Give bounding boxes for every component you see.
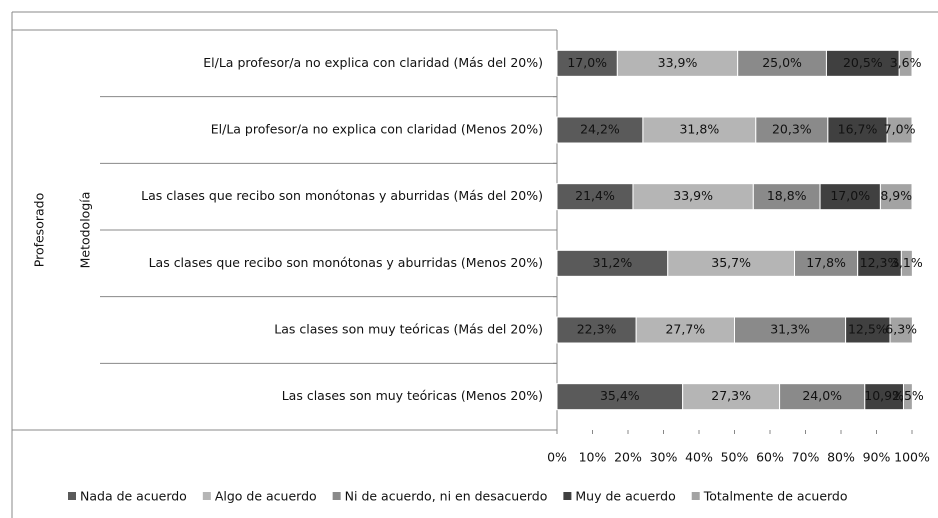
data-label: 35,7%	[711, 255, 751, 270]
legend-label: Totalmente de acuerdo	[703, 489, 848, 504]
category-label: El/La profesor/a no explica con claridad…	[203, 55, 543, 70]
data-label: 2,5%	[892, 388, 924, 403]
legend-label: Muy de acuerdo	[575, 489, 675, 504]
bar-segment	[864, 383, 904, 411]
x-tick-label: 80%	[827, 450, 855, 465]
data-label: 12,5%	[848, 322, 888, 337]
bar-segment	[879, 183, 913, 211]
bar-segment	[556, 383, 684, 411]
x-tick-label: 0%	[547, 450, 567, 465]
bar-segment	[902, 383, 913, 411]
x-tick-label: 30%	[650, 450, 678, 465]
data-label: 24,0%	[802, 388, 842, 403]
bar-segment	[682, 383, 781, 411]
data-label: 17,0%	[567, 55, 607, 70]
bar-segment	[779, 383, 866, 411]
bar-segment	[556, 183, 634, 211]
bar-segment	[556, 116, 644, 144]
bar-segment	[889, 316, 913, 344]
data-label: 33,9%	[673, 188, 713, 203]
legend-swatch	[68, 492, 76, 500]
category-label: Las clases que recibo son monótonas y ab…	[141, 188, 543, 203]
data-label: 17,8%	[806, 255, 846, 270]
category-label: El/La profesor/a no explica con claridad…	[211, 122, 543, 137]
data-label: 24,2%	[580, 122, 620, 137]
data-label: 6,3%	[885, 322, 917, 337]
x-tick-label: 60%	[756, 450, 784, 465]
bar-segment	[900, 249, 913, 277]
bar-segment	[635, 316, 735, 344]
bar-segment	[632, 183, 754, 211]
bar-segment	[556, 49, 618, 77]
x-tick-label: 40%	[685, 450, 713, 465]
data-label: 18,8%	[767, 188, 807, 203]
bar-segment	[845, 316, 891, 344]
bar-segment	[886, 116, 913, 144]
data-label: 8,9%	[880, 188, 912, 203]
legend-label: Algo de acuerdo	[215, 489, 317, 504]
x-tick-label: 100%	[894, 450, 930, 465]
bar-segment	[827, 116, 888, 144]
x-tick-label: 50%	[721, 450, 749, 465]
data-label: 20,3%	[772, 122, 812, 137]
legend-swatch	[332, 492, 341, 500]
category-label: Las clases que recibo son monótonas y ab…	[149, 255, 543, 270]
category-label: Las clases son muy teóricas (Menos 20%)	[282, 388, 543, 403]
x-tick-label: 20%	[614, 450, 642, 465]
x-tick-label: 70%	[792, 450, 820, 465]
bar-segment	[556, 249, 669, 277]
legend-swatch	[563, 492, 572, 500]
category-label: Las clases son muy teóricas (Más del 20%…	[274, 322, 543, 337]
data-label: 31,3%	[770, 322, 810, 337]
bar-segment	[667, 249, 795, 277]
legend-label: Ni de acuerdo, ni en desacuerdo	[345, 489, 548, 504]
data-label: 27,7%	[665, 322, 705, 337]
data-label: 25,0%	[762, 55, 802, 70]
data-label: 3,1%	[891, 255, 923, 270]
data-label: 16,7%	[838, 122, 878, 137]
data-label: 31,2%	[593, 255, 633, 270]
bar-segment	[752, 183, 821, 211]
legend-swatch	[691, 492, 700, 500]
data-label: 21,4%	[575, 188, 615, 203]
data-label: 31,8%	[679, 122, 719, 137]
group-label: Profesorado	[32, 193, 47, 267]
legend-swatch	[202, 492, 211, 500]
data-label: 22,3%	[577, 322, 617, 337]
data-label: 27,3%	[711, 388, 751, 403]
bar-segment	[793, 249, 859, 277]
x-tick-label: 90%	[863, 450, 891, 465]
x-tick-label: 10%	[579, 450, 607, 465]
bar-segment	[556, 316, 637, 344]
bar-segment	[737, 49, 827, 77]
data-label: 35,4%	[600, 388, 640, 403]
data-label: 3,6%	[890, 55, 922, 70]
data-label: 7,0%	[884, 122, 916, 137]
bar-segment	[734, 316, 847, 344]
group-label: Metodología	[78, 192, 93, 269]
data-label: 10,9%	[864, 388, 904, 403]
data-label: 20,5%	[843, 55, 883, 70]
bar-segment	[755, 116, 829, 144]
data-label: 12,3%	[860, 255, 900, 270]
bar-segment	[898, 49, 913, 77]
data-label: 33,9%	[658, 55, 698, 70]
data-label: 17,0%	[830, 188, 870, 203]
bar-segment	[819, 183, 881, 211]
bar-segment	[642, 116, 757, 144]
legend-label: Nada de acuerdo	[80, 489, 187, 504]
